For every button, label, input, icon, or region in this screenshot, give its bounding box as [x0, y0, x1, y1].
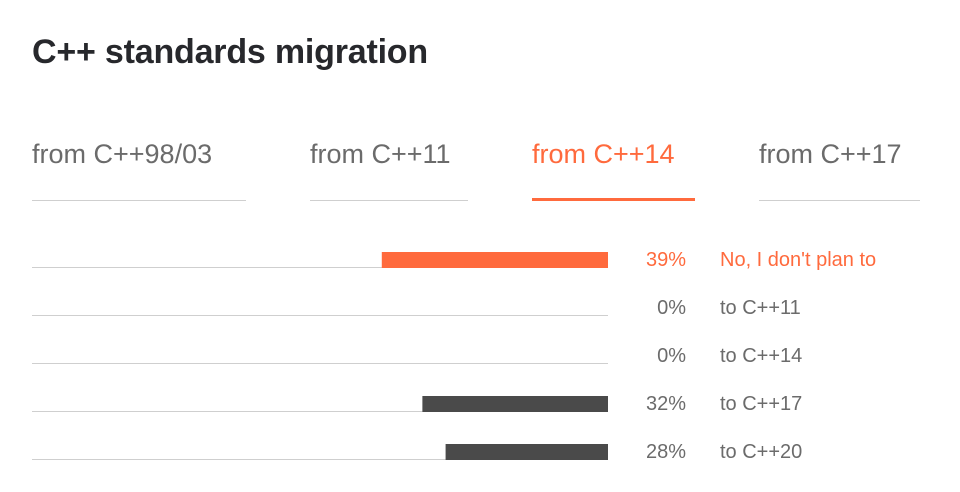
bar-category-label: to C++11 — [720, 297, 801, 319]
tab-from-cpp11[interactable]: from C++11 — [310, 128, 468, 201]
bar-category-label: No, I don't plan to — [720, 249, 876, 271]
bar-row: 0% to C++14 — [32, 345, 802, 367]
tab-from-cpp98-03[interactable]: from C++98/03 — [32, 128, 246, 201]
tab-label: from C++11 — [310, 139, 451, 169]
bar-value-label: 32% — [646, 393, 686, 415]
bar-row: 39% No, I don't plan to — [32, 249, 876, 271]
bar-category-label: to C++14 — [720, 345, 802, 367]
bar-value-label: 28% — [646, 441, 686, 463]
tab-from-cpp17[interactable]: from C++17 — [759, 128, 920, 201]
bar-value-label: 0% — [657, 345, 686, 367]
bar-value-label: 0% — [657, 297, 686, 319]
bar-row: 28% to C++20 — [32, 441, 802, 463]
chart-title: C++ standards migration — [32, 33, 428, 71]
bar-chart: 39% No, I don't plan to 0% to C++11 0% to C++… — [0, 232, 960, 482]
bar — [422, 396, 608, 412]
bar-chart-svg: 39% No, I don't plan to 0% to C++11 0% to C++… — [32, 249, 876, 463]
tab-from-cpp14[interactable]: from C++14 — [532, 128, 695, 201]
tab-label: from C++14 — [532, 139, 675, 169]
bar — [445, 444, 608, 460]
bar-category-label: to C++17 — [720, 393, 802, 415]
bar-row: 0% to C++11 — [32, 297, 801, 319]
bar-value-label: 39% — [646, 249, 686, 271]
tab-label: from C++17 — [759, 139, 902, 169]
tab-label: from C++98/03 — [32, 139, 213, 169]
tab-bar: from C++98/03 from C++11 from C++14 from… — [0, 128, 960, 202]
bar-row: 32% to C++17 — [32, 393, 802, 415]
bar — [381, 252, 608, 268]
bar-category-label: to C++20 — [720, 441, 802, 463]
